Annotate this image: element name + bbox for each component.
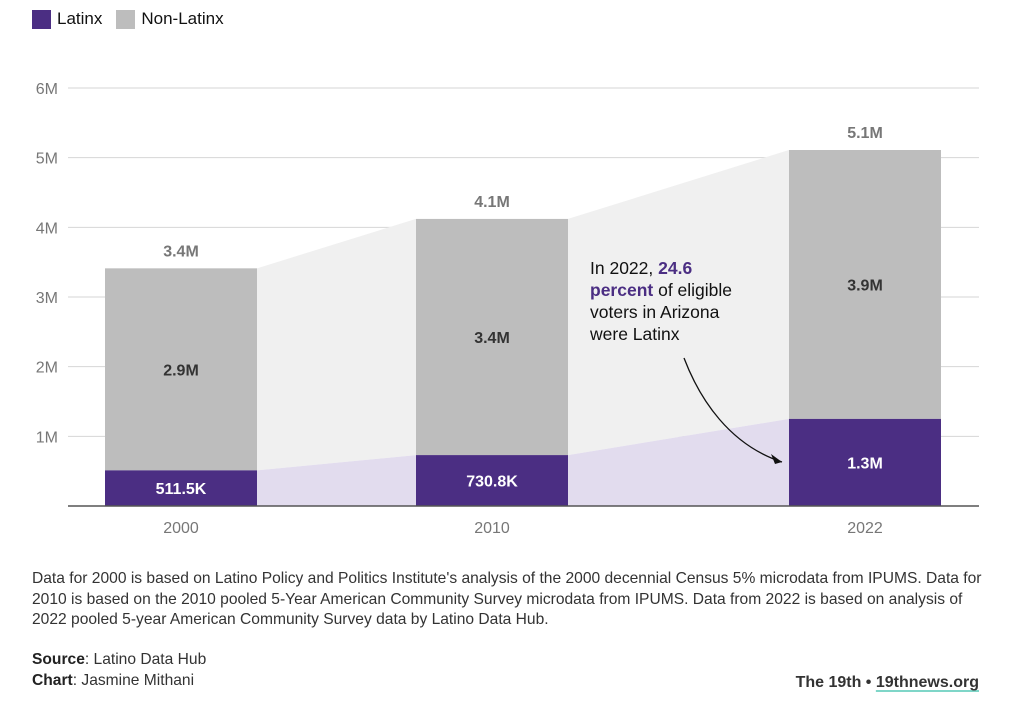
annotation-line: voters in Arizona [590, 302, 720, 322]
chart-author-label: Chart [32, 672, 73, 689]
publisher-brand: The 19th • 19thnews.org [796, 674, 979, 692]
bar-non-latinx [789, 150, 941, 419]
connector-band-latinx [568, 418, 789, 506]
annotation-line: were Latinx [589, 324, 680, 344]
annotation-arrow [683, 357, 783, 463]
y-tick-label: 3M [36, 290, 58, 307]
source-value: : Latino Data Hub [84, 651, 207, 668]
data-label-non-latinx: 3.9M [847, 277, 883, 294]
legend-item-latinx: Latinx [32, 9, 102, 29]
source-label: Source [32, 651, 85, 668]
annotation-text: were Latinx [589, 324, 680, 344]
chart-author-value: : Jasmine Mithani [72, 672, 195, 689]
data-label-latinx: 730.8K [466, 474, 518, 491]
brand-name: The 19th [795, 674, 862, 691]
x-tick-label: 2000 [163, 520, 199, 537]
annotation-highlight: 24.6 [658, 258, 692, 278]
legend-swatch-non-latinx [116, 9, 136, 29]
annotation-text: In 2022, [590, 258, 658, 278]
bar-latinx [416, 455, 568, 506]
annotation-text: voters in Arizona [590, 302, 720, 322]
data-label-total: 5.1M [847, 125, 883, 142]
legend-label-non-latinx: Non-Latinx [141, 9, 224, 28]
annotation-text: of eligible [653, 280, 732, 300]
chart-legend: Latinx Non-Latinx [32, 9, 238, 29]
source-credit: Source: Latino Data Hub [32, 651, 206, 669]
annotation-highlight: percent [590, 280, 653, 300]
data-label-latinx: 1.3M [847, 455, 883, 472]
data-label-latinx: 511.5K [156, 481, 207, 498]
data-label-total: 4.1M [474, 194, 510, 211]
y-tick-label: 5M [36, 151, 58, 168]
y-tick-label: 2M [36, 360, 58, 377]
annotation-arrowhead [771, 454, 782, 464]
annotation-line: In 2022, 24.6 [590, 258, 692, 278]
data-label-non-latinx: 2.9M [163, 362, 199, 379]
y-tick-label: 6M [36, 81, 58, 98]
legend-item-non-latinx: Non-Latinx [116, 9, 224, 29]
bar-non-latinx [416, 218, 568, 456]
brand-site-link[interactable]: 19thnews.org [875, 674, 979, 691]
data-label-non-latinx: 3.4M [474, 330, 510, 347]
brand-separator: • [861, 674, 876, 691]
y-tick-label: 1M [36, 429, 58, 446]
stacked-bar-chart: 1M 2M 3M 4M 5M 6M 2.9M 511.5K 3.4M 2000 3.4M 730.8K… [36, 81, 979, 537]
legend-label-latinx: Latinx [57, 9, 103, 28]
x-tick-label: 2010 [474, 520, 510, 537]
chart-credit: Chart: Jasmine Mithani [32, 672, 194, 690]
bar-latinx [105, 470, 257, 506]
connector-band-latinx [257, 455, 416, 506]
data-label-total: 3.4M [163, 243, 199, 260]
bar-latinx [789, 418, 941, 506]
bar-non-latinx [105, 268, 257, 471]
y-tick-label: 4M [36, 220, 58, 237]
legend-swatch-latinx [32, 9, 51, 29]
connector-band-non-latinx [257, 218, 416, 471]
annotation-line: percent of eligible [590, 280, 732, 300]
connector-band-non-latinx [568, 150, 789, 456]
x-tick-label: 2022 [847, 520, 883, 537]
data-note: Data for 2000 is based on Latino Policy … [32, 570, 982, 628]
